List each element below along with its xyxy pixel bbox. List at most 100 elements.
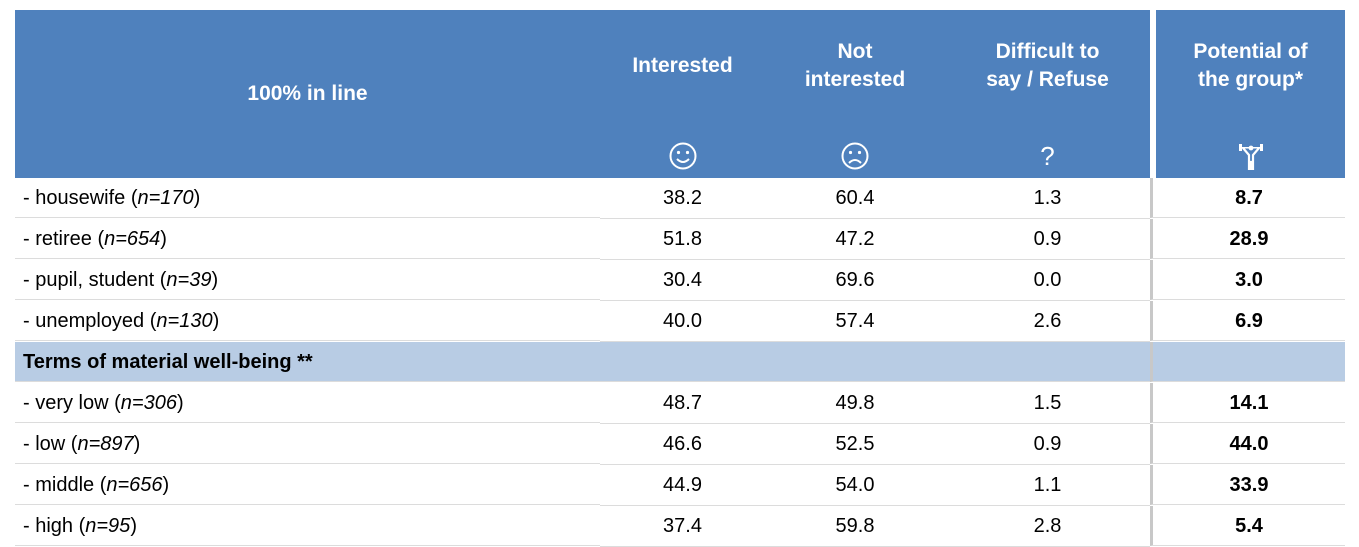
row-label: - middle (n=656) (15, 465, 600, 505)
label-part: n=95 (85, 515, 131, 537)
table-row: Terms of material well-being ** (15, 342, 1345, 383)
value-cell: 1.3 (945, 178, 1150, 219)
label-part: - high ( (23, 515, 86, 537)
label-part: ) (212, 310, 220, 332)
label-part: n=654 (104, 228, 161, 250)
value-cell: 2.8 (945, 506, 1150, 547)
row-label: - pupil, student (n=39) (15, 260, 600, 300)
value-cell: 44.0 (1150, 424, 1345, 464)
question-icon: ? (1040, 140, 1055, 171)
value-cell: 28.9 (1150, 219, 1345, 259)
value-cell: 8.7 (1150, 178, 1345, 218)
smile-icon (600, 138, 765, 174)
label-part: ) (193, 187, 201, 209)
label-part: n=170 (137, 187, 194, 209)
value-cell: 33.9 (1150, 465, 1345, 505)
value-cell: 5.4 (1150, 506, 1345, 546)
value-cell: 40.0 (600, 301, 765, 342)
value-cell: 44.9 (600, 465, 765, 506)
label-part: - pupil, student ( (23, 269, 167, 291)
corner-cell: 100% in line (15, 10, 600, 178)
value-cell: 6.9 (1150, 301, 1345, 341)
corner-label: 100% in line (247, 82, 368, 105)
value-cell: 51.8 (600, 219, 765, 260)
row-label: - very low (n=306) (15, 383, 600, 423)
frown-icon (765, 138, 945, 174)
label-part: ) (133, 433, 141, 455)
header-line: Potential of (1193, 40, 1308, 63)
value-cell: 59.8 (765, 506, 945, 547)
header-cell: Potential of the group* (1156, 10, 1345, 178)
label-part: ) (160, 228, 167, 250)
label-part: n=656 (106, 474, 163, 496)
label-part: - low ( (23, 433, 78, 455)
value-cell: 46.6 (600, 424, 765, 465)
table-row: - housewife (n=170) 38.2 60.4 1.3 8.7 (15, 178, 1345, 219)
header-label: Not interested (765, 38, 945, 94)
label-part: n=39 (166, 269, 212, 291)
table-row: - middle (n=656) 44.9 54.0 1.1 33.9 (15, 465, 1345, 506)
value-cell: 1.1 (945, 465, 1150, 506)
value-cell: 54.0 (765, 465, 945, 506)
table-row: - unemployed (n=130) 40.0 57.4 2.6 6.9 (15, 301, 1345, 342)
section-cell (1150, 342, 1345, 382)
value-cell: 0.9 (945, 219, 1150, 260)
row-label: - housewife (n=170) (15, 178, 600, 218)
header-line: the group* (1198, 68, 1303, 91)
value-cell: 0.9 (945, 424, 1150, 465)
label-part: ) (130, 515, 137, 537)
table-row: - pupil, student (n=39) 30.4 69.6 0.0 3.0 (15, 260, 1345, 301)
label-part: n=897 (77, 433, 134, 455)
label-part: ) (176, 392, 184, 414)
header-line: interested (804, 68, 906, 91)
table-header: 100% in line Interested Not interested ? … (15, 10, 1345, 178)
header-line: say / Refuse (986, 68, 1109, 91)
value-cell: 30.4 (600, 260, 765, 301)
header-line: Not (837, 40, 873, 63)
value-cell: 37.4 (600, 506, 765, 547)
label-part: - housewife ( (23, 187, 138, 209)
value-cell: 2.6 (945, 301, 1150, 342)
header-cell: Not interested (765, 10, 945, 178)
table-row: - low (n=897) 46.6 52.5 0.9 44.0 (15, 424, 1345, 465)
row-label: - unemployed (n=130) (15, 301, 600, 341)
value-cell: 52.5 (765, 424, 945, 465)
weightlifter-icon (1156, 138, 1345, 174)
value-cell: 14.1 (1150, 383, 1345, 423)
value-cell: 57.4 (765, 301, 945, 342)
value-cell: 47.2 (765, 219, 945, 260)
row-label: - low (n=897) (15, 424, 600, 464)
value-cell: 38.2 (600, 178, 765, 219)
table-row: - high (n=95) 37.4 59.8 2.8 5.4 (15, 506, 1345, 547)
label-part: - retiree ( (23, 228, 105, 250)
header-cell: ? Difficult to say / Refuse (945, 10, 1150, 178)
table-row: - retiree (n=654) 51.8 47.2 0.9 28.9 (15, 219, 1345, 260)
table: 100% in line Interested Not interested ? … (15, 10, 1345, 547)
value-cell: 60.4 (765, 178, 945, 219)
label-part: ) (162, 474, 170, 496)
table-row: - very low (n=306) 48.7 49.8 1.5 14.1 (15, 383, 1345, 424)
value-cell: 1.5 (945, 383, 1150, 424)
value-cell: 69.6 (765, 260, 945, 301)
header-label: Interested (600, 52, 765, 80)
label-part: - very low ( (23, 392, 121, 414)
value-cell: 3.0 (1150, 260, 1345, 300)
value-cell: 0.0 (945, 260, 1150, 301)
label-part: - unemployed ( (23, 310, 157, 332)
value-cell: 48.7 (600, 383, 765, 424)
header-line: Difficult to (995, 40, 1100, 63)
label-part: n=130 (156, 310, 213, 332)
header-label: Difficult to say / Refuse (945, 38, 1150, 94)
header-cell: Interested (600, 10, 765, 178)
value-cell: 49.8 (765, 383, 945, 424)
header-line: Interested (632, 54, 733, 77)
section-label: Terms of material well-being ** (15, 342, 1150, 382)
label-part: ) (211, 269, 219, 291)
row-label: - high (n=95) (15, 506, 600, 546)
table-body: - housewife (n=170) 38.2 60.4 1.3 8.7- retir… (15, 178, 1345, 547)
label-part: n=306 (120, 392, 177, 414)
header-label: Potential of the group* (1156, 38, 1345, 94)
row-label: - retiree (n=654) (15, 219, 600, 259)
label-part: - middle ( (23, 474, 107, 496)
